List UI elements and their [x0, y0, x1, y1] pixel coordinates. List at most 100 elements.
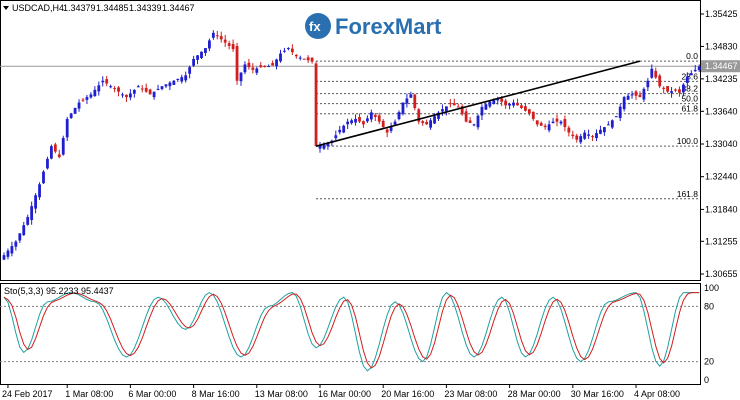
candle-body[interactable]: [279, 53, 282, 62]
candle-body[interactable]: [354, 118, 357, 123]
candle-body[interactable]: [136, 86, 140, 88]
candle-body[interactable]: [259, 65, 263, 68]
candle-body[interactable]: [369, 112, 373, 120]
candle-body[interactable]: [512, 102, 515, 106]
candle-body[interactable]: [618, 106, 622, 118]
candle-body[interactable]: [472, 124, 476, 126]
candle-body[interactable]: [318, 145, 322, 149]
candle-body[interactable]: [271, 63, 274, 66]
candle-body[interactable]: [73, 108, 77, 114]
candle-body[interactable]: [535, 120, 539, 125]
candle-body[interactable]: [448, 103, 452, 105]
candle-body[interactable]: [22, 225, 26, 236]
candle-body[interactable]: [164, 84, 168, 87]
candle-body[interactable]: [2, 255, 6, 260]
candle-body[interactable]: [373, 114, 377, 118]
candle-body[interactable]: [393, 121, 397, 125]
candle-body[interactable]: [685, 76, 689, 83]
candle-body[interactable]: [579, 136, 583, 143]
candle-body[interactable]: [105, 79, 109, 84]
candle-body[interactable]: [156, 88, 160, 90]
candle-body[interactable]: [377, 115, 381, 122]
candle-body[interactable]: [117, 87, 120, 92]
candle-body[interactable]: [452, 103, 456, 106]
candle-body[interactable]: [500, 98, 504, 102]
candle-body[interactable]: [26, 217, 30, 225]
candle-body[interactable]: [342, 125, 346, 133]
candle-body[interactable]: [38, 184, 41, 198]
candle-body[interactable]: [571, 134, 575, 137]
candle-body[interactable]: [516, 102, 519, 106]
candle-body[interactable]: [606, 124, 610, 126]
candle-body[interactable]: [425, 121, 429, 125]
candle-body[interactable]: [524, 106, 527, 111]
candle-body[interactable]: [42, 171, 45, 184]
candle-body[interactable]: [322, 145, 326, 149]
trendline-group[interactable]: [315, 60, 641, 147]
candle-body[interactable]: [255, 68, 259, 73]
candle-body[interactable]: [302, 58, 306, 60]
candle-body[interactable]: [180, 77, 184, 82]
candle-body[interactable]: [287, 48, 290, 50]
candle-body[interactable]: [334, 135, 338, 139]
candle-body[interactable]: [50, 146, 53, 159]
candle-body[interactable]: [622, 97, 626, 110]
candle-body[interactable]: [243, 64, 247, 73]
candle-body[interactable]: [508, 103, 511, 106]
candle-body[interactable]: [456, 106, 460, 108]
candle-body[interactable]: [263, 65, 267, 67]
candle-body[interactable]: [421, 121, 425, 124]
candle-body[interactable]: [6, 250, 10, 257]
candle-body[interactable]: [69, 113, 73, 118]
candle-body[interactable]: [200, 51, 203, 59]
candle-body[interactable]: [350, 120, 353, 124]
candle-body[interactable]: [626, 95, 630, 100]
candle-body[interactable]: [445, 106, 448, 112]
candle-body[interactable]: [85, 97, 89, 100]
candle-body[interactable]: [417, 109, 421, 122]
candle-body[interactable]: [247, 62, 251, 68]
candle-body[interactable]: [381, 120, 385, 128]
candle-body[interactable]: [227, 43, 231, 46]
candle-body[interactable]: [30, 206, 34, 220]
candle-body[interactable]: [310, 57, 314, 62]
candle-body[interactable]: [437, 112, 440, 119]
candles-group[interactable]: [2, 30, 701, 261]
candle-body[interactable]: [693, 69, 697, 72]
symbol-dropdown-triangle-icon[interactable]: [3, 6, 9, 10]
candle-body[interactable]: [57, 154, 61, 158]
candle-body[interactable]: [215, 35, 219, 37]
candle-body[interactable]: [662, 87, 666, 89]
candle-body[interactable]: [125, 94, 128, 98]
candle-body[interactable]: [682, 84, 685, 93]
candle-body[interactable]: [275, 59, 278, 67]
candle-body[interactable]: [251, 67, 255, 70]
candle-body[interactable]: [583, 132, 587, 139]
candle-body[interactable]: [689, 73, 693, 76]
candle-body[interactable]: [520, 105, 523, 109]
candle-body[interactable]: [93, 89, 97, 97]
candle-body[interactable]: [231, 44, 235, 50]
candle-body[interactable]: [654, 70, 658, 78]
candle-body[interactable]: [547, 124, 551, 131]
candle-body[interactable]: [18, 233, 22, 241]
candle-body[interactable]: [638, 94, 642, 98]
candle-body[interactable]: [563, 118, 567, 128]
candle-body[interactable]: [460, 106, 464, 115]
candle-body[interactable]: [630, 94, 634, 96]
candle-body[interactable]: [129, 93, 132, 98]
candle-body[interactable]: [401, 102, 405, 114]
candle-body[interactable]: [397, 112, 401, 120]
candle-body[interactable]: [599, 129, 602, 134]
candle-body[interactable]: [65, 118, 69, 138]
candle-body[interactable]: [152, 91, 156, 98]
candle-body[interactable]: [239, 72, 243, 82]
candle-body[interactable]: [223, 39, 227, 43]
candle-body[interactable]: [591, 136, 594, 138]
candle-body[interactable]: [555, 118, 559, 122]
candle-body[interactable]: [614, 116, 618, 118]
candle-body[interactable]: [101, 80, 105, 83]
candle-body[interactable]: [488, 101, 492, 107]
candle-body[interactable]: [389, 127, 393, 131]
candle-body[interactable]: [61, 138, 65, 155]
